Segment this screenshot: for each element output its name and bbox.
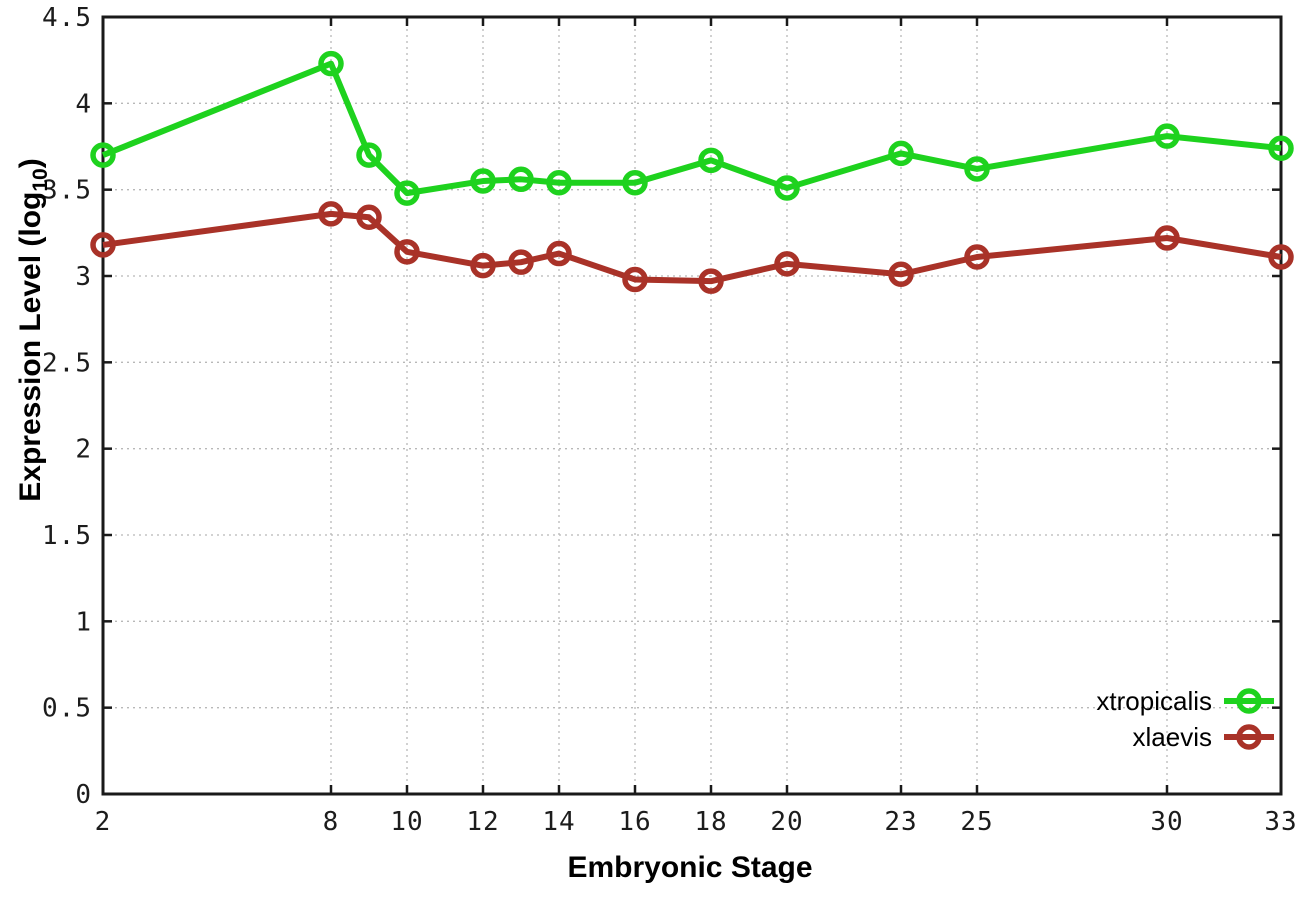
plot-border xyxy=(101,15,1283,796)
series-xlaevis xyxy=(90,201,1294,294)
x-tick-label: 12 xyxy=(466,807,499,837)
y-axis-title-subscript: 10 xyxy=(29,168,52,191)
data-point-xtropicalis xyxy=(774,175,800,201)
y-axis-title-close: ) xyxy=(14,158,47,168)
y-tick-label: 1.5 xyxy=(42,521,92,551)
x-tick-label: 14 xyxy=(542,807,575,837)
data-point-xtropicalis xyxy=(546,170,572,196)
legend-marker-sample xyxy=(1236,724,1262,750)
data-point-xlaevis xyxy=(470,252,496,279)
x-tick-label: 20 xyxy=(770,807,803,837)
data-point-xtropicalis xyxy=(888,140,914,167)
data-point-xtropicalis xyxy=(318,50,344,77)
legend-label-xlaevis: xlaevis xyxy=(1133,722,1212,752)
x-tick-label: 25 xyxy=(960,807,993,837)
y-tick-label: 3 xyxy=(75,262,92,292)
data-point-xlaevis xyxy=(394,239,420,265)
legend-label-xtropicalis: xtropicalis xyxy=(1096,686,1212,716)
data-point-xlaevis xyxy=(1268,244,1294,270)
x-tick-label: 2 xyxy=(95,807,112,837)
data-point-xlaevis xyxy=(356,204,382,231)
y-tick-label: 1 xyxy=(75,607,92,637)
data-point-xlaevis xyxy=(888,261,914,288)
legend-item-xtropicalis: xtropicalis xyxy=(1096,686,1274,716)
x-axis-title: Embryonic Stage xyxy=(567,851,812,884)
data-point-xlaevis xyxy=(318,201,344,227)
data-point-xlaevis xyxy=(774,251,800,277)
data-point-xtropicalis xyxy=(470,168,496,194)
series-line-xlaevis xyxy=(102,210,1282,285)
data-point-xlaevis xyxy=(622,266,648,293)
data-point-xlaevis xyxy=(90,232,116,258)
data-point-xtropicalis xyxy=(622,170,648,196)
x-tick-label: 8 xyxy=(323,807,340,837)
y-tick-label: 2 xyxy=(75,435,92,465)
data-point-xtropicalis xyxy=(394,180,420,206)
data-point-xlaevis xyxy=(964,244,990,270)
data-point-xlaevis xyxy=(1154,225,1180,251)
y-axis-title: Expression Level (log10) xyxy=(14,158,52,501)
data-point-xtropicalis xyxy=(964,156,990,182)
data-point-xlaevis xyxy=(546,240,572,267)
y-axis-title-main: Expression Level (log xyxy=(14,192,47,502)
legend-item-xlaevis: xlaevis xyxy=(1133,722,1274,752)
x-tick-label: 33 xyxy=(1264,807,1296,837)
data-point-xtropicalis xyxy=(356,142,382,168)
x-tick-label: 23 xyxy=(884,807,917,837)
data-point-xtropicalis xyxy=(90,142,116,168)
x-tick-label: 30 xyxy=(1150,807,1183,837)
y-tick-label: 0 xyxy=(75,780,92,810)
data-point-xtropicalis xyxy=(508,166,534,193)
y-tick-label: 0.5 xyxy=(42,694,92,724)
y-tick-label: 2.5 xyxy=(42,348,92,378)
legend-marker-sample xyxy=(1236,688,1262,714)
x-tick-label: 16 xyxy=(618,807,651,837)
x-tick-label: 10 xyxy=(390,807,423,837)
data-point-xlaevis xyxy=(698,268,724,294)
series-xtropicalis xyxy=(90,50,1294,206)
data-point-xtropicalis xyxy=(1154,123,1180,149)
series-line-xtropicalis xyxy=(101,60,1282,197)
data-point-xtropicalis xyxy=(698,147,724,174)
y-tick-label: 3.5 xyxy=(42,176,92,206)
y-tick-label: 4 xyxy=(75,89,92,119)
x-tick-label: 18 xyxy=(694,807,727,837)
y-tick-label: 4.5 xyxy=(42,3,92,33)
data-point-xtropicalis xyxy=(1268,135,1294,161)
data-point-xlaevis xyxy=(508,249,534,275)
